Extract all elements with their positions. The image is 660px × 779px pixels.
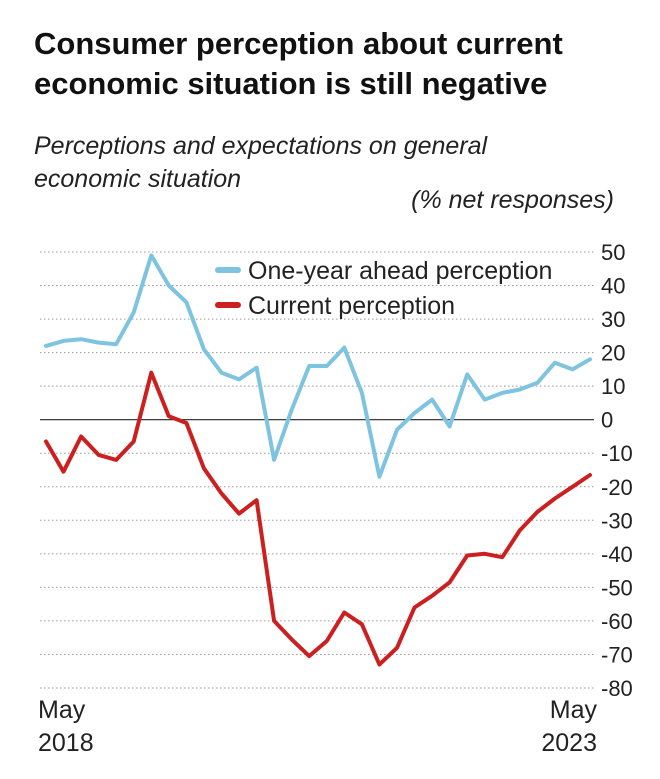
y-tick-label: -70 <box>601 642 633 667</box>
series-line <box>44 253 592 479</box>
legend-label: Current perception <box>248 292 455 320</box>
y-axis-ticks: 50 40 30 20 10 0 -10 -20 -30 -40 -50 -60 -70 -80 <box>601 240 633 701</box>
legend: One-year ahead perception Current percept… <box>215 257 552 320</box>
chart-title: Consumer perception about current econom… <box>34 26 563 101</box>
unit-label: (% net responses) <box>411 186 614 214</box>
y-tick-label: -10 <box>601 441 633 466</box>
y-tick-label: -50 <box>601 575 633 600</box>
y-tick-label: -30 <box>601 508 633 533</box>
y-tick-label: 10 <box>601 374 625 399</box>
y-tick-label: 40 <box>601 274 625 299</box>
series-line <box>44 370 592 667</box>
x-tick-label-year: 2018 <box>38 729 94 757</box>
x-tick-label-year: 2023 <box>541 729 597 757</box>
y-tick-label: -80 <box>601 676 633 701</box>
legend-label: One-year ahead perception <box>248 257 552 285</box>
x-tick-label-month: May <box>38 696 86 724</box>
x-axis-labels: May 2018 May 2023 <box>38 696 597 757</box>
y-tick-label: -60 <box>601 609 633 634</box>
gridlines <box>40 251 594 689</box>
y-tick-label: 30 <box>601 307 625 332</box>
y-tick-label: 50 <box>601 240 625 265</box>
y-tick-label: 0 <box>601 408 613 433</box>
y-tick-label: 20 <box>601 341 625 366</box>
y-tick-label: -20 <box>601 475 633 500</box>
series-lines <box>44 253 592 667</box>
y-tick-label: -40 <box>601 542 633 567</box>
chart-subtitle: Perceptions and expectations on general … <box>34 132 488 193</box>
x-tick-label-month: May <box>550 696 598 724</box>
